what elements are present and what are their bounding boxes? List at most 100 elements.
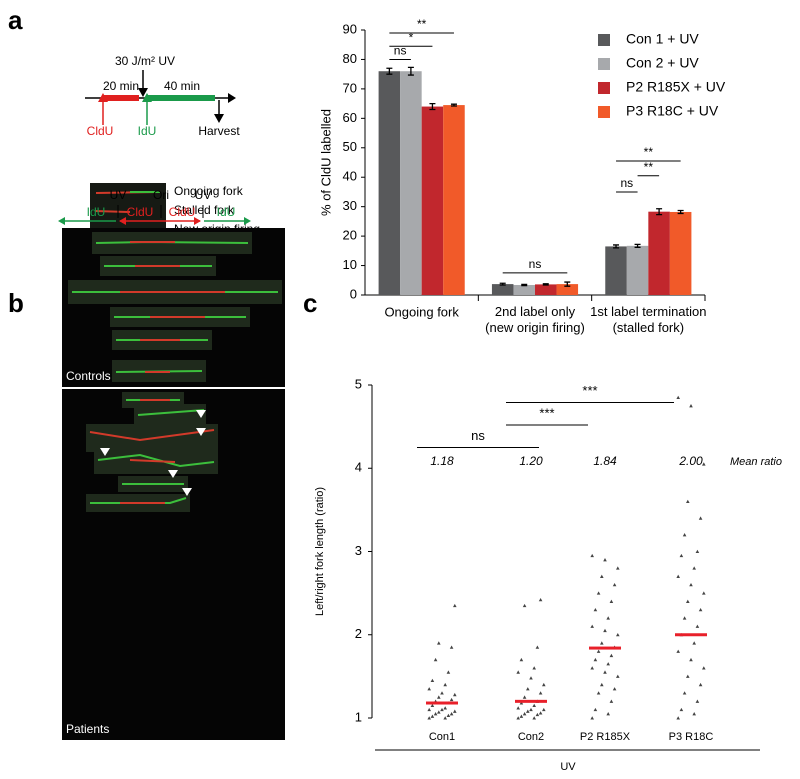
data-point [612, 583, 617, 587]
y-tick-label: 80 [343, 51, 357, 66]
data-point [682, 616, 687, 620]
data-point [437, 695, 441, 699]
significance-label: ns [620, 176, 633, 190]
x-tick-label: 1st label termination (stalled fork) [590, 304, 706, 335]
data-point [603, 628, 607, 633]
legend-swatch [598, 82, 610, 94]
data-point [516, 670, 520, 674]
data-point [437, 710, 441, 714]
data-point [427, 687, 431, 691]
data-point [522, 695, 527, 699]
data-point [698, 607, 703, 612]
legend-swatch [598, 34, 610, 46]
data-point [453, 709, 457, 713]
y-tick-label: 4 [355, 460, 362, 475]
data-point [526, 709, 530, 713]
data-point [698, 682, 703, 687]
bar [626, 245, 649, 295]
data-point [679, 553, 684, 558]
data-point [449, 712, 454, 716]
error-bar [407, 66, 414, 76]
panel-label: c [303, 288, 317, 318]
data-point [538, 691, 543, 695]
y-tick-label: 10 [343, 257, 357, 272]
fiber-label: IdU [87, 205, 106, 219]
data-point [702, 666, 706, 670]
data-point [616, 632, 620, 637]
legend-label: P3 R18C + UV [626, 103, 719, 119]
error-bar [656, 208, 663, 216]
significance-label: *** [582, 383, 597, 398]
mean-label: 1.84 [593, 454, 617, 468]
y-tick-label: 3 [355, 543, 362, 558]
bar [400, 71, 422, 295]
y-tick-label: 0 [350, 286, 357, 301]
data-point [676, 716, 680, 720]
data-point [440, 707, 444, 712]
data-point [542, 682, 546, 687]
error-bar [450, 103, 457, 107]
error-bar [542, 283, 549, 286]
data-point [449, 645, 454, 649]
data-point [686, 674, 690, 678]
mean-title: Mean ratio [730, 456, 782, 468]
bar [491, 284, 514, 295]
data-point [689, 657, 693, 662]
legend-label: Con 1 + UV [626, 31, 699, 47]
mean-line [515, 699, 547, 703]
bar [513, 284, 535, 295]
data-point [453, 603, 457, 608]
error-bar [613, 244, 620, 249]
data-point [695, 699, 700, 703]
x-tick-label: P3 R18C [669, 731, 714, 743]
data-point [692, 566, 696, 570]
data-point [590, 666, 594, 670]
significance-label: ns [471, 428, 485, 443]
panel-label: b [8, 288, 24, 318]
error-bar [386, 67, 393, 75]
data-point [446, 670, 451, 674]
data-point [443, 682, 447, 687]
data-point [686, 599, 690, 603]
data-point [443, 706, 447, 710]
data-point [679, 707, 684, 712]
bar [535, 284, 557, 295]
significance-label: ** [417, 17, 427, 31]
panel-label: a [8, 5, 23, 35]
data-point [609, 699, 614, 703]
y-axis-label: % of CldU labelled [318, 109, 333, 216]
x-tick-label: P2 R185X [580, 731, 631, 743]
data-point [529, 676, 533, 680]
bar [443, 105, 465, 295]
data-point [616, 566, 620, 570]
data-point [698, 516, 703, 520]
data-point [430, 703, 435, 708]
data-point [600, 641, 604, 645]
data-point [600, 574, 604, 578]
y-axis-label: Left/right fork length (ratio) [314, 487, 326, 616]
fiber-label: UV [195, 188, 212, 202]
data-point [676, 574, 680, 578]
significance-label: ns [529, 257, 542, 271]
data-point [449, 697, 454, 702]
data-point [532, 703, 536, 708]
diagram-text: 40 min [164, 79, 200, 93]
data-point [676, 395, 680, 399]
legend-label: P2 R185X + UV [626, 79, 726, 95]
fiber-label: CldU [169, 205, 196, 219]
fiber-label: Ori [153, 188, 169, 202]
data-point [702, 462, 706, 466]
data-point [603, 558, 607, 562]
data-point [590, 716, 594, 720]
data-point [538, 597, 543, 602]
data-point [686, 499, 690, 504]
data-point [600, 682, 604, 687]
data-point [433, 657, 438, 662]
image-legend: Ongoing fork [174, 184, 244, 198]
y-tick-label: 2 [355, 626, 362, 641]
diagram-text: 30 J/m² UV [115, 54, 175, 68]
y-tick-label: 20 [343, 228, 357, 243]
significance-label: * [409, 30, 414, 44]
group-label: Patients [66, 722, 109, 736]
